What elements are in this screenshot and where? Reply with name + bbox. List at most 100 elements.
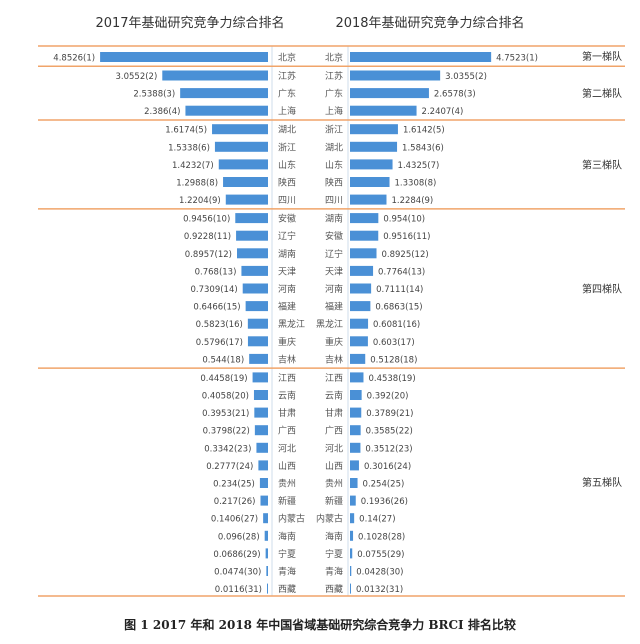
bar-2018 [350, 52, 492, 62]
bar-2018 [350, 425, 361, 436]
province-label-2017: 湖北 [278, 125, 296, 136]
value-label-2017: 0.3342(23) [204, 444, 251, 454]
value-label-2017: 0.5796(17) [196, 338, 243, 348]
value-label-2017: 1.6174(5) [165, 126, 207, 136]
bar-2018 [350, 230, 379, 241]
bar-2017 [254, 407, 268, 418]
value-label-2017: 0.3953(21) [202, 409, 249, 419]
bar-2017 [237, 248, 268, 259]
province-label-2018: 湖北 [325, 142, 343, 153]
province-label-2018: 江苏 [325, 70, 343, 82]
bar-2018 [350, 495, 356, 506]
value-label-2018: 0.3789(21) [366, 409, 413, 419]
province-label-2018: 北京 [325, 52, 343, 64]
bar-2017 [214, 141, 268, 152]
value-label-2018: 0.7111(14) [376, 285, 423, 295]
province-label-2017: 吉林 [278, 353, 296, 365]
value-label-2018: 1.4325(7) [398, 161, 440, 171]
value-label-2017: 0.768(13) [195, 267, 237, 277]
value-label-2017: 0.0474(30) [214, 568, 261, 578]
province-label-2018: 广东 [325, 88, 343, 100]
bar-2017 [249, 353, 268, 364]
value-label-2018: 0.6081(16) [373, 320, 420, 330]
value-label-2018: 0.954(10) [383, 215, 425, 225]
bar-2017 [260, 495, 268, 506]
province-label-2017: 海南 [278, 530, 296, 542]
province-label-2017: 新疆 [278, 495, 296, 507]
province-label-2018: 山西 [325, 461, 343, 472]
value-label-2018: 2.2407(4) [422, 107, 464, 117]
figure-caption: 图 1 2017 年和 2018 年中国省域基础研究综合竞争力 BRCI 排名比… [124, 618, 516, 632]
value-label-2017: 0.096(28) [218, 532, 260, 542]
province-label-2017: 安徽 [278, 213, 296, 225]
bar-2017 [256, 442, 268, 453]
province-label-2018: 天津 [325, 266, 343, 277]
province-label-2018: 浙江 [325, 124, 343, 136]
tier-label: 第五梯队 [582, 476, 622, 489]
province-label-2018: 安徽 [325, 230, 343, 242]
bar-2018 [350, 213, 379, 224]
bar-2018 [350, 141, 398, 152]
province-label-2017: 广东 [278, 88, 296, 100]
chart-title-2018: 2018年基础研究竞争力综合排名 [335, 16, 525, 31]
bar-2017 [225, 194, 268, 205]
value-label-2017: 0.2777(24) [206, 462, 253, 472]
province-label-2017: 山西 [278, 461, 296, 472]
bar-2018 [350, 442, 361, 453]
province-label-2017: 江西 [278, 373, 296, 384]
province-label-2017: 贵州 [278, 478, 296, 490]
value-label-2017: 0.5823(16) [196, 320, 243, 330]
province-label-2018: 辽宁 [325, 248, 343, 260]
value-label-2017: 0.3798(22) [203, 427, 250, 437]
value-label-2017: 0.4458(19) [200, 374, 247, 384]
bar-2018 [350, 88, 429, 99]
province-label-2018: 江西 [325, 373, 343, 384]
value-label-2018: 0.3512(23) [365, 444, 412, 454]
chart-title-2017: 2017年基础研究竞争力综合排名 [95, 16, 285, 31]
bar-2017 [247, 336, 268, 347]
bar-2017 [247, 318, 268, 329]
value-label-2017: 1.2204(9) [179, 196, 221, 206]
bar-2017 [253, 390, 268, 400]
province-label-2018: 广西 [325, 425, 343, 437]
bar-2018 [350, 336, 368, 347]
province-label-2018: 海南 [325, 530, 343, 542]
bar-2018 [350, 318, 369, 329]
bar-2017 [259, 478, 268, 488]
value-label-2018: 1.6142(5) [403, 126, 445, 136]
tier-label: 第一梯队 [582, 50, 622, 63]
province-label-2018: 四川 [325, 196, 343, 206]
value-label-2018: 0.3016(24) [364, 462, 411, 472]
bar-2017 [245, 301, 268, 312]
value-label-2018: 0.0428(30) [356, 568, 403, 578]
bar-2017 [235, 213, 268, 224]
bar-2018 [350, 265, 374, 276]
province-label-2017: 辽宁 [278, 230, 296, 242]
bar-2017 [241, 265, 268, 276]
value-label-2018: 0.603(17) [373, 338, 415, 348]
province-label-2017: 陕西 [278, 177, 296, 189]
bar-2018 [350, 105, 417, 116]
value-label-2018: 0.0755(29) [357, 550, 404, 560]
bar-2017 [254, 425, 268, 436]
province-label-2017: 黑龙江 [278, 318, 305, 330]
bar-2017 [258, 460, 268, 471]
value-label-2018: 3.0355(2) [445, 72, 487, 82]
bar-2017 [180, 88, 268, 99]
value-label-2017: 0.8957(12) [185, 250, 232, 260]
bar-2017 [242, 283, 268, 294]
value-label-2018: 0.4538(19) [368, 374, 415, 384]
province-label-2018: 吉林 [325, 353, 343, 365]
province-label-2018: 陕西 [325, 177, 343, 189]
bar-2018 [350, 283, 372, 294]
province-label-2018: 青海 [325, 566, 343, 578]
province-label-2017: 西藏 [278, 583, 296, 595]
value-label-2017: 2.386(4) [144, 107, 180, 117]
value-label-2018: 0.3585(22) [366, 427, 413, 437]
value-label-2017: 0.6466(15) [193, 303, 240, 313]
bar-2018 [350, 159, 393, 170]
value-label-2017: 4.8526(1) [53, 54, 95, 64]
value-label-2018: 2.6578(3) [434, 90, 476, 100]
value-label-2017: 0.544(18) [202, 355, 244, 365]
province-label-2017: 云南 [278, 390, 296, 402]
